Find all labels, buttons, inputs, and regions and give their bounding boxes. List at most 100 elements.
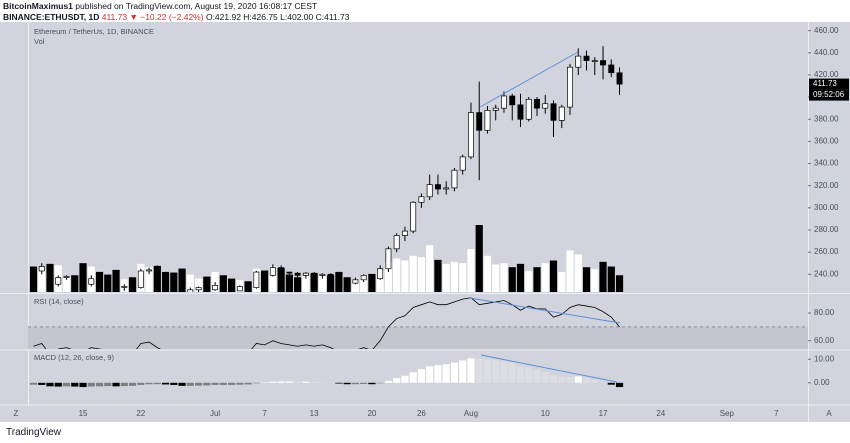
macd-bar <box>467 358 475 383</box>
macd-bar <box>227 382 236 385</box>
macd-bar <box>401 375 409 383</box>
footer: TradingView <box>6 427 61 438</box>
macd-bar <box>79 382 87 388</box>
volume-bar <box>401 260 409 292</box>
candle-body <box>600 60 606 66</box>
macd-bar <box>236 382 244 385</box>
volume-bar <box>599 261 607 292</box>
candle-body <box>344 281 351 284</box>
candle-body <box>245 286 252 288</box>
candle-body <box>451 169 458 189</box>
candle-body <box>228 289 235 292</box>
y-tick-label: 360.00 <box>814 136 839 145</box>
macd-bar <box>46 382 54 387</box>
macd-bar <box>541 371 549 383</box>
candle-body <box>302 272 309 276</box>
candle-body <box>170 282 177 287</box>
macd-bar <box>302 381 310 383</box>
volume-bar <box>525 271 533 292</box>
macd-bar <box>285 381 293 383</box>
candle-body <box>261 271 268 276</box>
macd-bar <box>38 382 46 385</box>
change: ▼ −10.22 (−2.42%) <box>129 11 204 22</box>
pane-title: MACD (12, 26, close, 9) <box>34 353 115 362</box>
candle-body <box>567 66 573 108</box>
volume-bar <box>582 267 591 292</box>
macd-bar <box>409 372 417 383</box>
macd-bar <box>591 379 599 383</box>
volume-bar <box>285 274 293 292</box>
y-tick-label: 60.00 <box>814 336 835 345</box>
volume-bar <box>294 277 302 292</box>
macd-bar <box>71 382 79 387</box>
last-price-box <box>809 78 849 90</box>
axis-icon[interactable]: A <box>826 409 832 418</box>
volume-bar <box>467 249 475 292</box>
candle-body <box>509 95 516 106</box>
volume-bar <box>368 273 376 292</box>
macd-bar <box>516 365 525 383</box>
volume-bar <box>516 263 525 292</box>
volume-bar <box>442 263 450 292</box>
candle-body <box>575 55 582 68</box>
candle-body <box>558 106 565 121</box>
candle-body <box>335 276 342 283</box>
candle-body <box>30 269 37 272</box>
volume-bar <box>360 275 368 292</box>
volume-bar <box>62 276 71 292</box>
volume-bar <box>310 273 318 292</box>
x-tick-label: 10 <box>541 409 550 418</box>
macd-bar <box>244 382 252 385</box>
logo[interactable]: TradingView <box>6 427 62 438</box>
macd-bar <box>95 382 104 387</box>
volume-bar <box>327 275 335 292</box>
candle-body <box>517 104 524 120</box>
candle-body <box>38 266 45 272</box>
pane-subtitle: Vol <box>34 37 45 46</box>
pane-title: RSI (14, close) <box>34 297 84 306</box>
volume-bar <box>211 271 219 292</box>
y-tick-label: 340.00 <box>814 159 839 168</box>
macd-bar <box>500 360 508 383</box>
volume-bar <box>417 257 426 292</box>
rsi-pane <box>28 297 808 349</box>
macd-bar <box>211 382 219 385</box>
macd-bar <box>203 382 211 386</box>
x-tick-label: 7 <box>774 409 779 418</box>
volume-bar <box>112 269 120 292</box>
macd-bar <box>161 382 170 385</box>
macd-bar <box>104 382 112 387</box>
volume-bar <box>426 245 434 292</box>
volume-bar <box>492 264 500 292</box>
macd-bar <box>442 364 450 383</box>
volume-bar <box>450 261 459 292</box>
volume-bar <box>318 275 326 292</box>
candle-body <box>468 112 474 158</box>
volume-bar <box>500 263 508 292</box>
header-line: BINANCE:ETHUSDT, 1D 411.73 ▼ −10.22 (−2.… <box>3 12 349 23</box>
macd-bar <box>277 381 285 383</box>
macd-bar <box>483 359 492 383</box>
axis-icon[interactable]: Z <box>14 409 19 418</box>
candle-body <box>385 248 392 270</box>
candle-body <box>96 278 103 282</box>
author[interactable]: BitcoinMaximus1 <box>3 1 73 11</box>
candle-body <box>542 103 549 109</box>
volume-bar <box>186 274 194 292</box>
rsi-band <box>28 326 808 349</box>
macd-bar <box>434 365 442 383</box>
macd-bar <box>194 382 203 386</box>
candle-body <box>80 281 86 285</box>
candle-body <box>327 273 334 277</box>
candle-body <box>121 286 128 288</box>
macd-bar <box>112 382 120 387</box>
macd-bar <box>558 376 566 383</box>
last-price: 411.73 <box>101 11 128 22</box>
candle-body <box>129 286 136 288</box>
x-tick-label: 20 <box>367 409 376 418</box>
macd-bar <box>582 378 591 383</box>
candle-body <box>484 110 491 131</box>
macd-bar <box>137 382 145 385</box>
macd-bar <box>87 382 95 387</box>
